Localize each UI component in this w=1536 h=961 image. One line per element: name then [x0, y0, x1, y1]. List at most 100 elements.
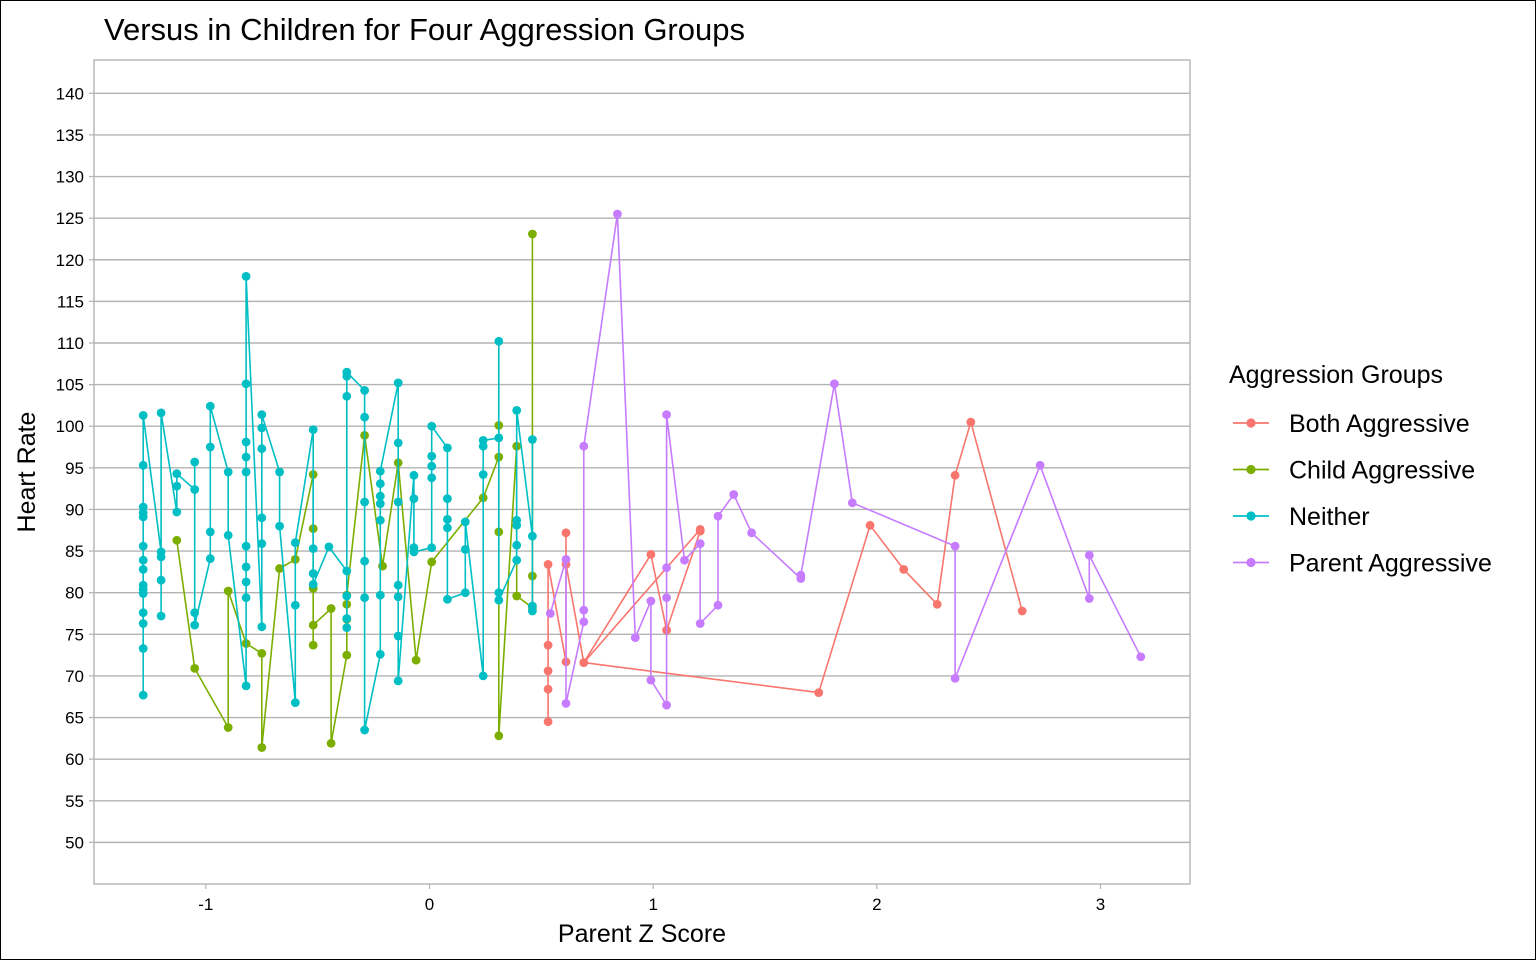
data-point-neither: [512, 406, 522, 415]
data-point-child-aggressive: [427, 557, 437, 567]
y-tick-label: 135: [56, 126, 84, 145]
data-point-neither: [241, 379, 251, 389]
data-point-both-aggressive: [814, 688, 824, 697]
data-point-parent-aggressive: [662, 593, 671, 603]
data-point-parent-aggressive: [545, 609, 555, 618]
data-point-neither: [241, 437, 251, 447]
data-point-neither: [290, 698, 300, 707]
data-point-neither: [241, 272, 251, 281]
data-point-neither: [138, 580, 148, 590]
data-point-neither: [478, 470, 488, 479]
data-point-child-aggressive: [326, 738, 336, 748]
data-point-neither: [257, 539, 267, 548]
data-point-both-aggressive: [543, 684, 553, 694]
data-point-child-aggressive: [411, 655, 421, 665]
data-point-neither: [172, 481, 182, 491]
data-point-neither: [494, 336, 504, 346]
data-point-parent-aggressive: [1136, 652, 1146, 662]
series-neither: [138, 272, 537, 735]
data-point-neither: [223, 530, 233, 540]
data-point-neither: [308, 425, 318, 434]
legend-key-point: [1246, 511, 1256, 521]
data-point-parent-aggressive: [695, 619, 705, 628]
plot-panel: [93, 59, 1191, 885]
legend-item-parent-aggressive: Parent Aggressive: [1233, 550, 1492, 578]
data-point-neither: [308, 569, 318, 578]
y-tick-label: 85: [65, 542, 84, 561]
legend-key-point: [1246, 557, 1256, 568]
data-point-both-aggressive: [579, 658, 589, 667]
data-point-neither: [190, 620, 200, 630]
grid-lines: [94, 92, 1190, 844]
data-point-neither: [342, 367, 352, 377]
data-point-both-aggressive: [950, 470, 960, 480]
data-point-neither: [393, 592, 403, 602]
data-point-neither: [460, 545, 470, 554]
data-point-parent-aggressive: [796, 570, 806, 580]
data-point-parent-aggressive: [579, 441, 589, 451]
x-tick-label: 1: [648, 895, 657, 914]
data-point-parent-aggressive: [579, 617, 589, 627]
data-point-parent-aggressive: [680, 555, 689, 565]
data-point-neither: [360, 556, 369, 566]
data-point-child-aggressive: [223, 586, 233, 596]
data-point-neither: [156, 611, 166, 621]
legend-label: Child Aggressive: [1289, 457, 1475, 485]
data-point-neither: [360, 497, 369, 507]
data-point-parent-aggressive: [646, 675, 656, 685]
data-point-both-aggressive: [543, 666, 553, 676]
data-point-child-aggressive: [528, 229, 537, 239]
data-point-neither: [205, 401, 215, 411]
data-point-neither: [494, 433, 504, 443]
legend: Aggression Groups Both Aggressive Child A…: [1229, 361, 1492, 578]
data-point-child-aggressive: [378, 561, 387, 571]
data-point-neither: [427, 543, 437, 553]
data-point-child-aggressive: [275, 564, 284, 573]
data-point-both-aggressive: [543, 717, 553, 727]
data-point-parent-aggressive: [579, 605, 589, 615]
y-tick-label: 90: [65, 500, 84, 519]
y-tick-label: 100: [56, 417, 84, 436]
data-point-neither: [375, 499, 385, 508]
data-point-both-aggressive: [561, 528, 571, 538]
y-tick-label: 75: [65, 625, 84, 644]
data-point-neither: [360, 386, 369, 395]
data-point-neither: [241, 593, 251, 603]
data-point-neither: [393, 438, 403, 448]
data-point-neither: [257, 444, 267, 454]
data-point-neither: [156, 552, 166, 562]
data-point-neither: [427, 473, 437, 483]
data-point-parent-aggressive: [747, 528, 756, 538]
y-tick-label: 60: [65, 750, 84, 769]
data-point-parent-aggressive: [713, 511, 723, 521]
data-point-child-aggressive: [257, 743, 267, 752]
data-point-both-aggressive: [695, 525, 705, 534]
data-point-neither: [172, 507, 182, 517]
data-point-neither: [257, 410, 267, 419]
data-point-neither: [393, 676, 403, 686]
legend-label: Parent Aggressive: [1289, 550, 1492, 578]
data-point-neither: [360, 593, 369, 603]
data-point-neither: [257, 622, 267, 632]
data-point-neither: [393, 378, 403, 388]
data-point-neither: [443, 443, 452, 453]
data-point-neither: [427, 421, 437, 431]
y-tick-label: 120: [56, 251, 84, 270]
data-point-neither: [478, 671, 488, 681]
data-point-neither: [443, 523, 452, 533]
data-point-parent-aggressive: [847, 498, 857, 508]
y-axis-ticks: 50 55 60 65 70 75 80 85 90 95 100 105 110 115 120 125 13…: [56, 84, 94, 852]
data-point-child-aggressive: [326, 604, 336, 613]
data-point-parent-aggressive: [729, 490, 739, 499]
data-point-neither: [460, 517, 470, 527]
data-point-neither: [138, 411, 148, 420]
legend-key-point: [1246, 464, 1256, 475]
data-point-both-aggressive: [543, 640, 553, 650]
data-point-neither: [375, 515, 385, 525]
y-tick-label: 95: [65, 459, 84, 478]
data-point-parent-aggressive: [662, 700, 671, 710]
data-point-neither: [375, 466, 385, 476]
data-point-neither: [393, 497, 403, 507]
data-point-child-aggressive: [223, 723, 233, 732]
